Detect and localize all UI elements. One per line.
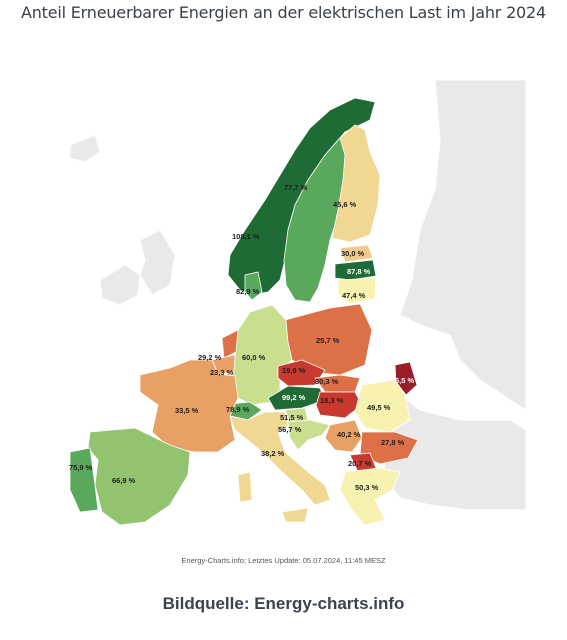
region-denmark (244, 271, 263, 301)
map-title: Anteil Erneuerbarer Energien an der elek… (20, 3, 546, 22)
region-estonia (339, 244, 374, 263)
label-slovakia: 30,3 % (315, 377, 339, 386)
label-north-macedonia: 20,7 % (348, 459, 372, 468)
region-czechia (277, 359, 326, 387)
region-croatia (287, 419, 331, 451)
label-moldova: 6,5 % (395, 376, 415, 385)
region-spain (87, 427, 191, 526)
label-croatia: 56,7 % (278, 425, 302, 434)
region-serbia (324, 419, 363, 453)
label-czechia: 19,9 % (282, 366, 306, 375)
label-finland: 45,6 % (333, 200, 357, 209)
region-sardinia (237, 471, 253, 503)
label-romania: 49,5 % (367, 403, 391, 412)
label-poland: 25,7 % (316, 336, 340, 345)
update-note: Energy-Charts.info; Letztes Update: 05.0… (181, 556, 386, 565)
label-italy: 38,2 % (261, 449, 285, 458)
region-lithuania (337, 277, 377, 305)
region-portugal (69, 447, 99, 513)
non-eu-landmass (69, 80, 526, 511)
label-spain: 66,9 % (112, 476, 136, 485)
region-france (139, 359, 239, 453)
label-germany: 60,0 % (242, 353, 266, 362)
region-netherlands (221, 329, 239, 359)
europe-map: 108,1 % 77,7 % 45,6 % 30,0 % 87,8 % 47,4… (40, 80, 526, 540)
region-hungary (315, 391, 363, 419)
label-serbia: 40,2 % (337, 430, 361, 439)
image-source: Bildquelle: Energy-charts.info (162, 594, 405, 613)
region-slovakia (314, 374, 361, 393)
label-sweden: 77,7 % (284, 183, 308, 192)
region-latvia (334, 259, 377, 281)
label-austria: 99,2 % (282, 393, 306, 402)
region-north-macedonia (349, 452, 377, 473)
label-norway: 108,1 % (232, 232, 260, 241)
region-moldova (394, 361, 418, 396)
label-estonia: 30,0 % (341, 249, 365, 258)
label-netherlands: 29,2 % (198, 353, 222, 362)
label-denmark: 82,9 % (236, 287, 260, 296)
label-switzerland: 78,9 % (226, 405, 250, 414)
label-lithuania: 47,4 % (342, 291, 366, 300)
label-portugal: 75,9 % (69, 463, 93, 472)
region-greece (339, 467, 401, 526)
region-romania (354, 379, 411, 433)
label-bulgaria: 27,8 % (381, 438, 405, 447)
region-sicily (281, 507, 309, 523)
region-italy (229, 411, 331, 506)
label-latvia: 87,8 % (347, 267, 371, 276)
region-finland (331, 124, 381, 243)
label-greece: 50,3 % (355, 483, 379, 492)
label-france: 33,5 % (175, 406, 199, 415)
label-belgium: 23,3 % (210, 368, 234, 377)
region-norway (227, 97, 376, 296)
label-slovenia: 51,5 % (280, 413, 304, 422)
label-hungary: 18,3 % (320, 396, 344, 405)
